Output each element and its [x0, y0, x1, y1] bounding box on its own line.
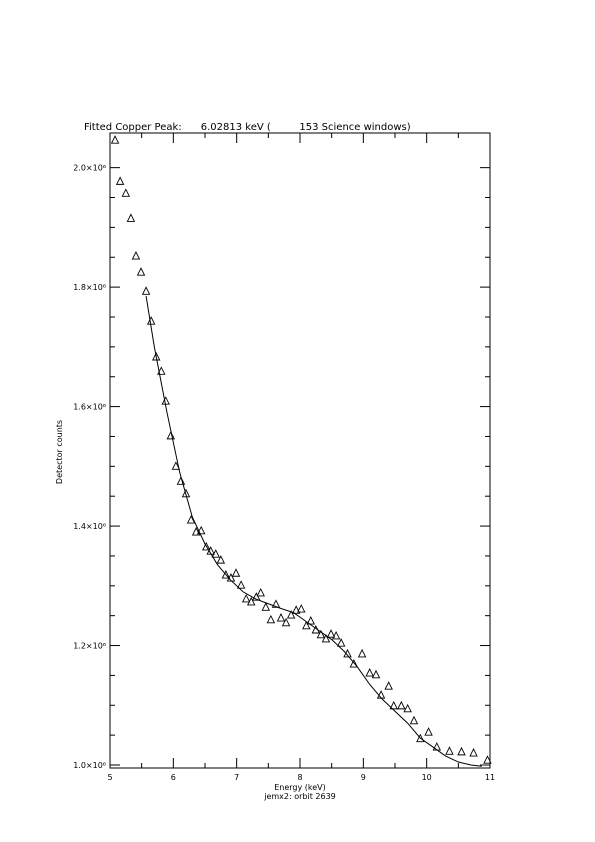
data-point: [161, 396, 170, 405]
x-tick-label: 7: [234, 773, 239, 782]
data-point: [261, 602, 271, 611]
data-point: [166, 430, 176, 440]
x-axis-label: Energy (keV): [274, 783, 326, 792]
data-point: [202, 541, 211, 551]
data-point: [297, 604, 306, 613]
data-point: [432, 742, 442, 751]
chart-title: Fitted Copper Peak: 6.02813 keV ( 153 Sc…: [84, 122, 411, 133]
data-point: [416, 733, 425, 743]
data-point: [266, 614, 276, 624]
data-point: [357, 648, 367, 658]
data-point: [196, 525, 206, 535]
data-point: [457, 746, 466, 756]
data-point: [121, 188, 131, 197]
data-point: [221, 570, 231, 579]
data-point: [424, 727, 433, 736]
data-point: [110, 135, 120, 144]
data-point: [286, 610, 296, 619]
data-point: [115, 176, 125, 185]
data-point: [384, 681, 393, 690]
subtitle: jemx2: orbit 2639: [263, 792, 336, 801]
data-point: [252, 592, 261, 601]
data-point: [281, 617, 291, 627]
data-point: [397, 700, 406, 710]
data-point: [365, 668, 374, 677]
data-point: [302, 620, 311, 630]
data-point: [331, 630, 341, 640]
data-point: [191, 527, 201, 536]
data-point: [371, 669, 381, 679]
y-tick-label: 1.2×10⁶: [73, 642, 106, 651]
data-point: [291, 605, 301, 614]
plot-frame: [109, 132, 491, 769]
y-tick-label: 1.0×10⁶: [73, 761, 106, 770]
data-point: [176, 476, 186, 485]
data-point: [131, 251, 141, 260]
data-point: [403, 703, 412, 713]
data-point: [276, 613, 286, 622]
data-point: [247, 596, 256, 606]
data-point: [211, 549, 220, 558]
data-point: [349, 659, 359, 668]
data-point: [306, 616, 315, 625]
x-tick-label: 5: [107, 773, 112, 782]
data-point: [216, 555, 226, 564]
data-point: [256, 587, 265, 597]
x-tick-label: 11: [485, 773, 495, 782]
data-point: [483, 755, 492, 764]
data-point: [152, 352, 161, 361]
data-point: [316, 629, 326, 639]
data-point: [141, 286, 151, 295]
data-point: [326, 629, 336, 638]
y-tick-label: 1.6×10⁶: [73, 403, 106, 412]
x-tick-label: 9: [361, 773, 366, 782]
data-point: [336, 638, 346, 647]
data-point: [146, 316, 156, 325]
data-point: [171, 461, 181, 470]
data-point: [236, 580, 246, 589]
data-point: [271, 599, 281, 608]
data-point: [126, 213, 136, 222]
x-tick-label: 10: [422, 773, 432, 782]
x-tick-label: 6: [171, 773, 176, 782]
data-point: [469, 748, 478, 757]
x-tick-label: 8: [297, 773, 302, 782]
data-point: [389, 700, 398, 710]
data-point: [321, 633, 331, 643]
fit-line: [145, 296, 482, 767]
data-point: [157, 366, 166, 375]
data-point: [409, 715, 419, 725]
data-point: [231, 568, 241, 577]
data-point: [136, 267, 146, 276]
y-tick-label: 2.0×10⁶: [73, 164, 106, 173]
y-tick-label: 1.4×10⁶: [73, 522, 106, 531]
y-tick-label: 1.8×10⁶: [73, 283, 106, 292]
y-axis-label: Detector counts: [55, 420, 64, 484]
data-point: [181, 488, 191, 498]
data-point: [241, 593, 251, 603]
data-point: [186, 515, 196, 524]
data-point: [445, 746, 454, 755]
